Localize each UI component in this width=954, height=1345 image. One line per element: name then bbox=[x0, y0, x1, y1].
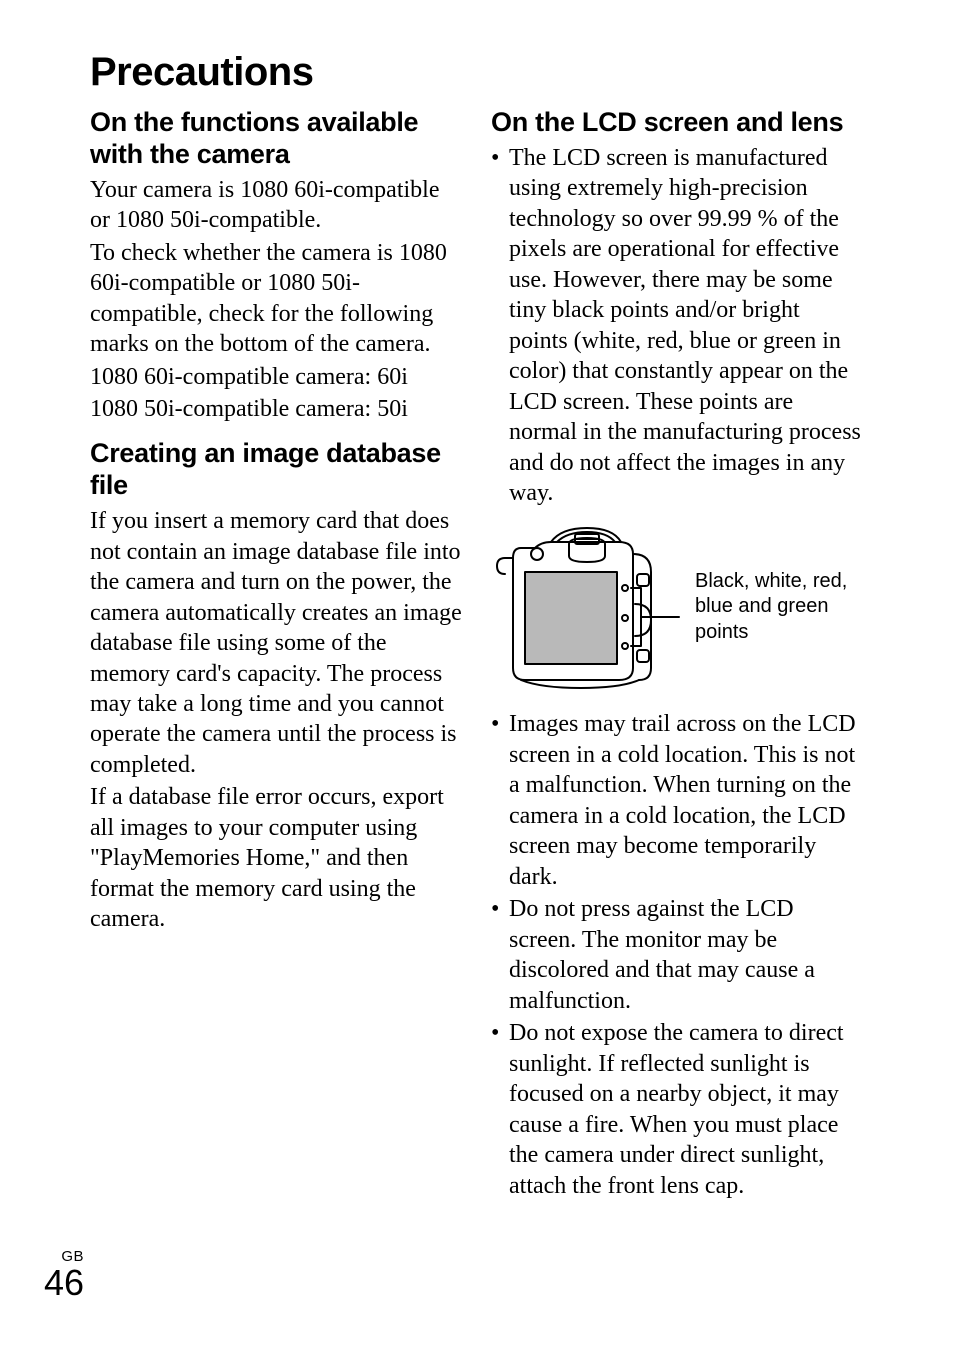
camera-back-illustration bbox=[491, 518, 681, 695]
heading-image-database: Creating an image database file bbox=[90, 438, 463, 502]
bullet-list: Images may trail across on the LCD scree… bbox=[491, 709, 864, 1201]
figure-row: Black, white, red, blue and green points bbox=[491, 518, 864, 695]
page-footer: GB 46 bbox=[44, 1248, 84, 1301]
bullet-item: Do not press against the LCD screen. The… bbox=[491, 894, 864, 1016]
body-text: Your camera is 1080 60i-compatible or 10… bbox=[90, 175, 463, 236]
body-text: If you insert a memory card that does no… bbox=[90, 506, 463, 780]
bullet-item: The LCD screen is manufactured using ext… bbox=[491, 143, 864, 509]
footer-page-number: 46 bbox=[44, 1265, 84, 1301]
heading-lcd-screen-lens: On the LCD screen and lens bbox=[491, 107, 864, 139]
manual-page: Precautions On the functions available w… bbox=[0, 0, 954, 1345]
body-text: 1080 60i-compatible camera: 60i bbox=[90, 362, 463, 392]
left-column: On the functions available with the came… bbox=[90, 107, 463, 1203]
two-column-layout: On the functions available with the came… bbox=[90, 107, 864, 1203]
bullet-item: Images may trail across on the LCD scree… bbox=[491, 709, 864, 892]
figure-caption: Black, white, red, blue and green points bbox=[695, 569, 864, 646]
body-text: To check whether the camera is 1080 60i-… bbox=[90, 238, 463, 360]
right-column: On the LCD screen and lens The LCD scree… bbox=[491, 107, 864, 1203]
heading-functions-available: On the functions available with the came… bbox=[90, 107, 463, 171]
body-text: 1080 50i-compatible camera: 50i bbox=[90, 394, 463, 424]
bullet-item: Do not expose the camera to direct sunli… bbox=[491, 1018, 864, 1201]
body-text: If a database file error occurs, export … bbox=[90, 782, 463, 934]
page-title: Precautions bbox=[90, 50, 864, 95]
bullet-list: The LCD screen is manufactured using ext… bbox=[491, 143, 864, 509]
